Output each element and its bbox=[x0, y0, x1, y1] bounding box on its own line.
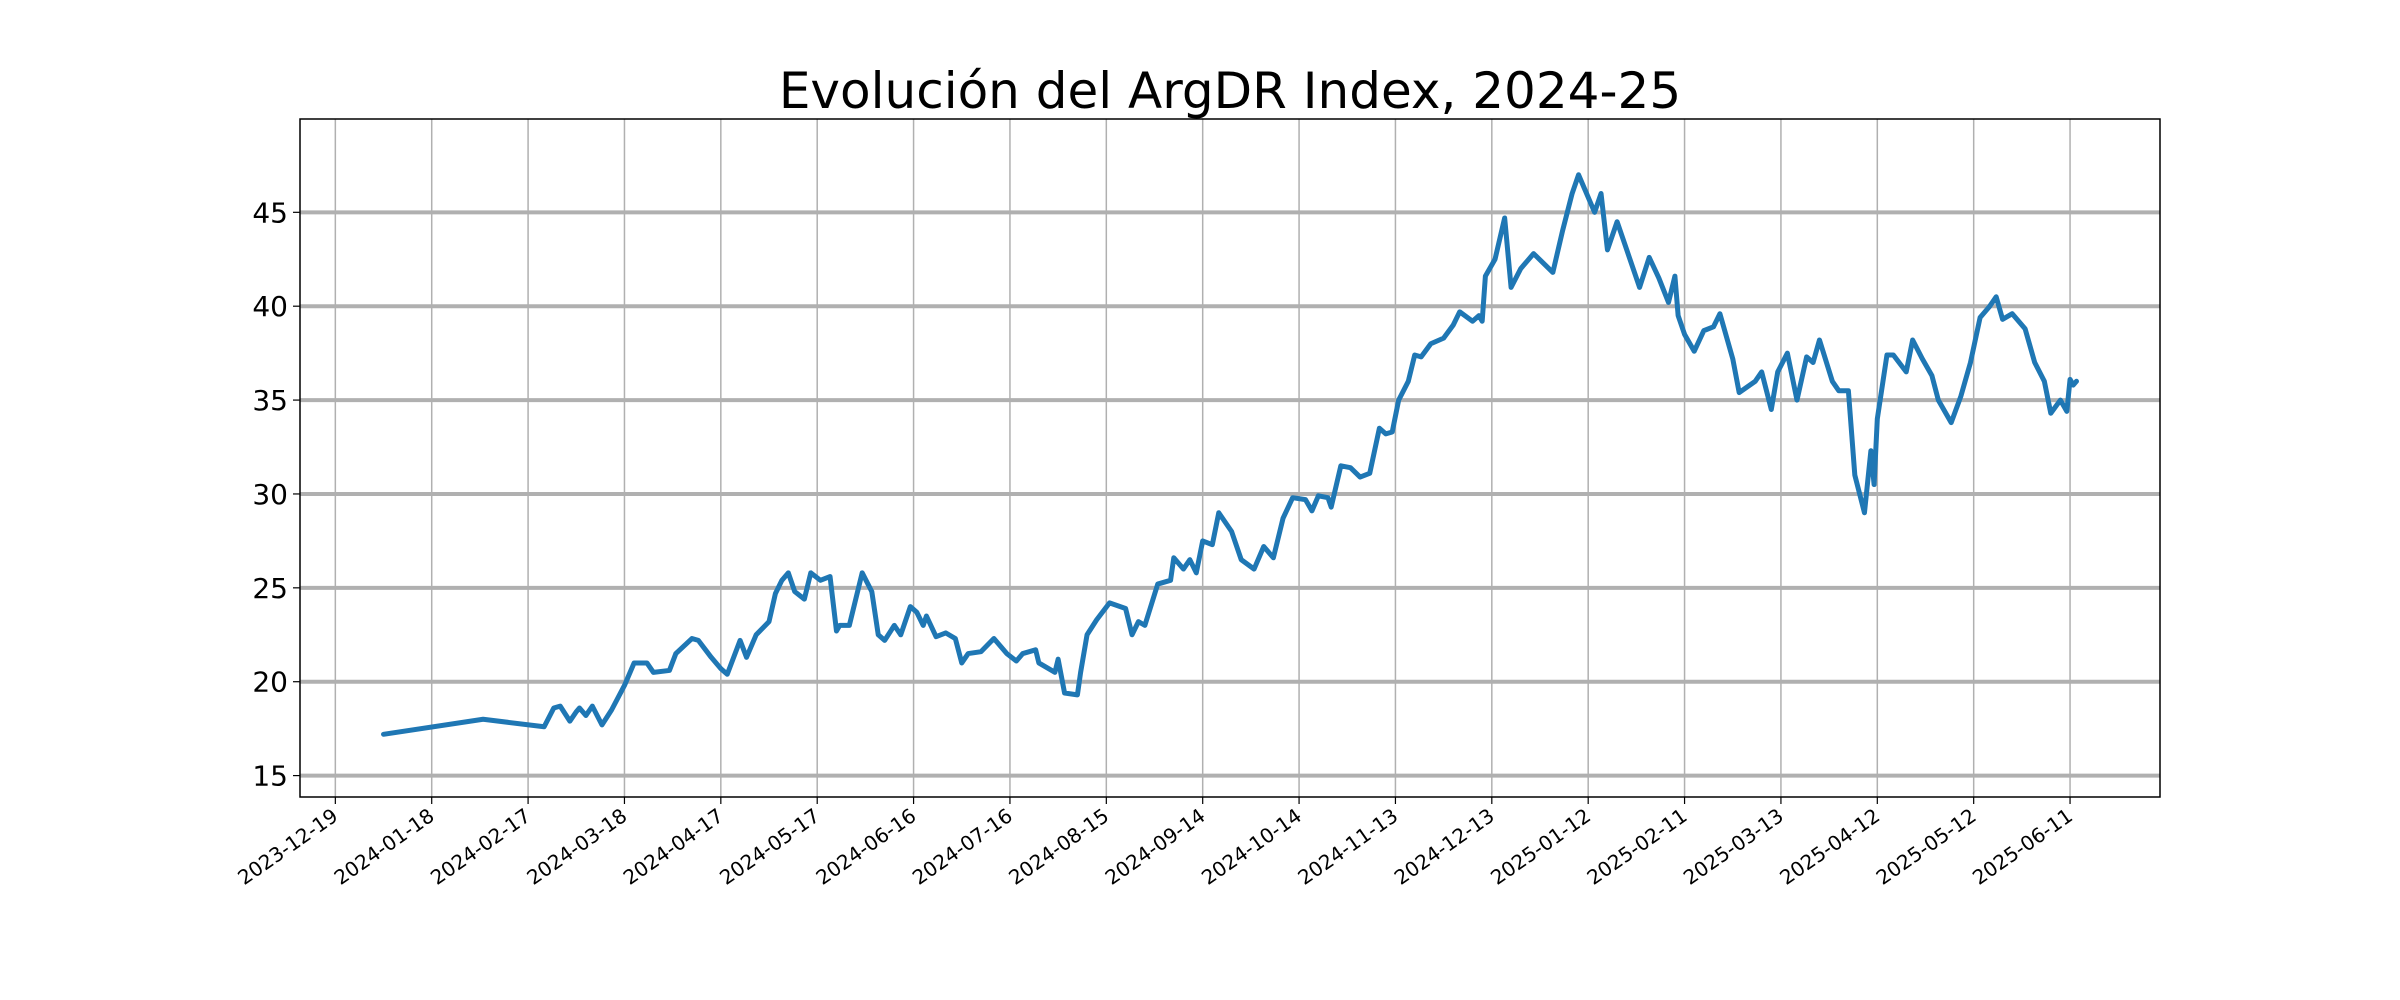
x-tick-label: 2024-03-18 bbox=[522, 803, 631, 889]
y-tick-label: 15 bbox=[252, 760, 288, 793]
x-tick-label: 2024-11-13 bbox=[1293, 803, 1402, 889]
x-tick-label: 2024-02-17 bbox=[426, 803, 535, 889]
x-tick-label: 2024-12-13 bbox=[1390, 803, 1499, 889]
plot-frame bbox=[299, 118, 2161, 798]
x-tick-label: 2025-01-12 bbox=[1486, 803, 1595, 889]
y-tick-label: 35 bbox=[252, 384, 288, 417]
x-tick-label: 2024-04-17 bbox=[619, 803, 728, 889]
x-tick-label: 2023-12-19 bbox=[233, 803, 342, 889]
x-tick-label: 2025-04-12 bbox=[1775, 803, 1884, 889]
x-tick-label: 2025-06-11 bbox=[1968, 803, 2077, 889]
x-tick-label: 2025-02-11 bbox=[1582, 803, 1691, 889]
x-tick-label: 2024-06-16 bbox=[811, 803, 920, 889]
data-line bbox=[381, 172, 2079, 737]
x-tick-label: 2024-01-18 bbox=[330, 803, 439, 889]
y-tick-label: 20 bbox=[252, 666, 288, 699]
x-tick-label: 2025-03-13 bbox=[1679, 803, 1788, 889]
x-tick-label: 2025-05-12 bbox=[1872, 803, 1981, 889]
x-tick-label: 2024-05-17 bbox=[715, 803, 824, 889]
y-tick-label: 30 bbox=[252, 478, 288, 511]
y-tick-label: 25 bbox=[252, 572, 288, 605]
x-tick-label: 2024-08-15 bbox=[1004, 803, 1113, 889]
x-tick-label: 2024-09-14 bbox=[1101, 803, 1210, 889]
y-tick-label: 45 bbox=[252, 196, 288, 229]
chart-title: Evolución del ArgDR Index, 2024-25 bbox=[779, 62, 1681, 120]
x-tick-label: 2024-07-16 bbox=[908, 803, 1017, 889]
y-tick-label: 40 bbox=[252, 290, 288, 323]
x-tick-label: 2024-10-14 bbox=[1197, 803, 1306, 889]
